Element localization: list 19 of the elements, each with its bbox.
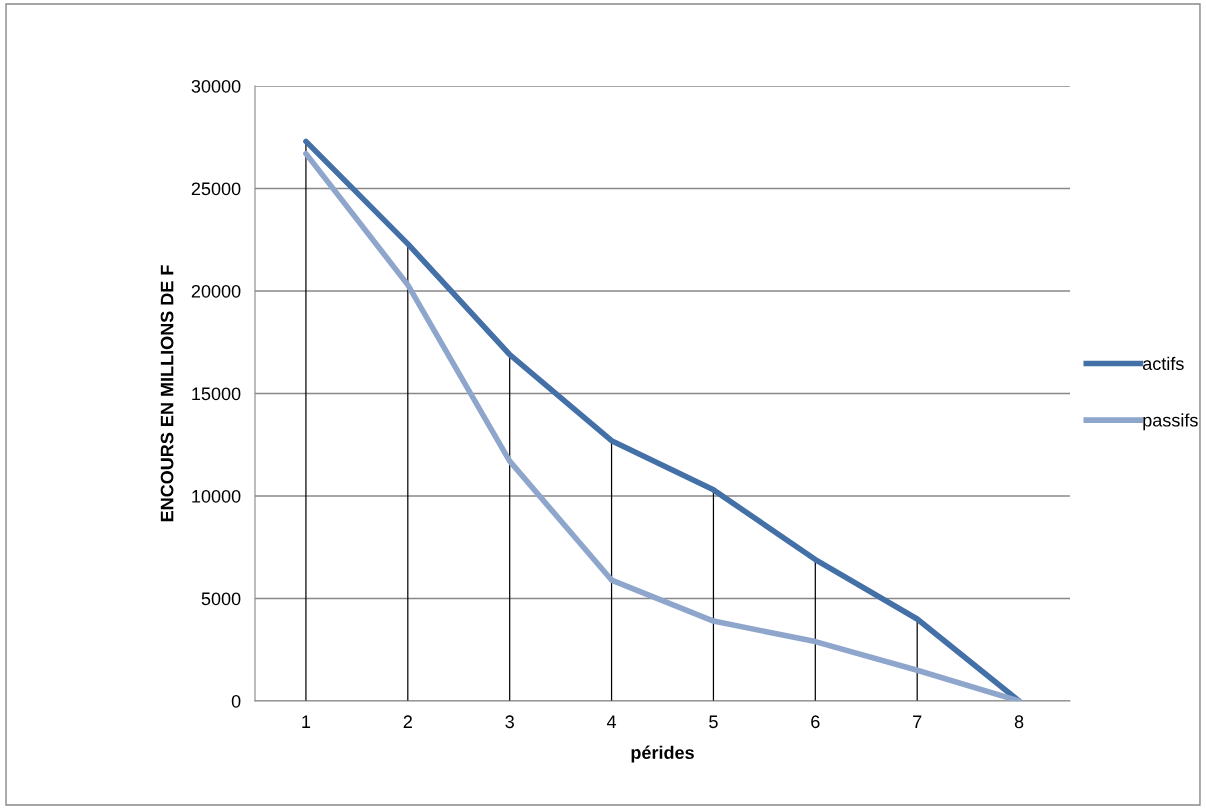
legend-label: actifs bbox=[1142, 356, 1184, 371]
legend-label: passifs bbox=[1143, 413, 1198, 431]
y-tick-label: 20000 bbox=[191, 284, 241, 298]
x-tick-label: 5 bbox=[709, 715, 718, 729]
x-tick-label: 8 bbox=[1014, 715, 1024, 729]
y-tick-label: 5000 bbox=[201, 592, 241, 606]
y-axis-title: ENCOURS EN MILLIONS DE F bbox=[160, 265, 174, 522]
y-tick-label: 30000 bbox=[191, 79, 241, 93]
y-tick-label: 0 bbox=[231, 694, 241, 708]
x-tick-label: 4 bbox=[606, 715, 617, 728]
x-axis-title: pérides bbox=[631, 745, 694, 763]
y-tick-label: 10000 bbox=[192, 489, 241, 503]
x-tick-label: 1 bbox=[302, 715, 311, 728]
x-tick-label: 3 bbox=[505, 715, 514, 729]
y-tick-label: 15000 bbox=[192, 387, 241, 401]
x-tick-label: 2 bbox=[403, 715, 412, 728]
x-tick-label: 6 bbox=[811, 715, 820, 729]
x-tick-label: 7 bbox=[913, 715, 922, 728]
y-tick-label: 25000 bbox=[191, 182, 241, 196]
